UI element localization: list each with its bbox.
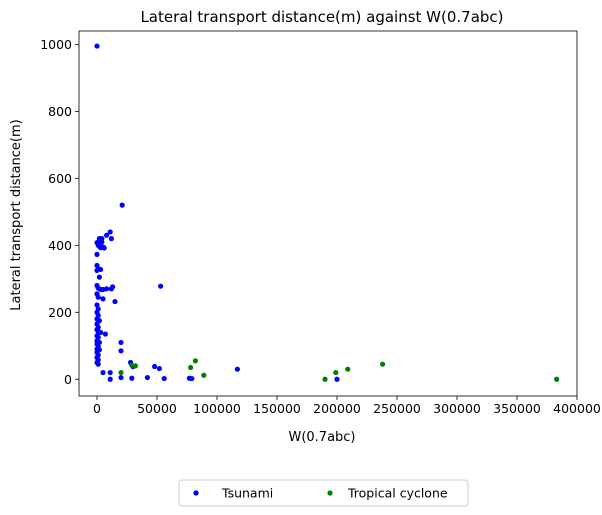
y-tick-label: 1000: [40, 37, 72, 52]
tsunami-point: [152, 363, 158, 370]
tsunami-point: [189, 375, 195, 382]
tsunami-point: [107, 229, 113, 235]
tsunami-point: [102, 331, 108, 337]
y-tick-label: 0: [64, 372, 72, 387]
x-tick-label: 150000: [253, 401, 301, 416]
tropical-cyclone-point: [345, 366, 351, 372]
legend-box: [178, 479, 469, 507]
tropical-cyclone-point: [118, 369, 124, 376]
tropical-cyclone-point: [201, 372, 207, 378]
y-tick-label: 600: [48, 171, 72, 186]
tropical-cyclone-point: [188, 364, 194, 371]
legend-label: Tropical cyclone: [347, 486, 448, 501]
y-axis-label: Lateral transport distance(m): [9, 119, 24, 310]
y-tick-label: 800: [48, 104, 72, 119]
tsunami-point: [129, 375, 135, 381]
tropical-cyclone-point: [380, 361, 386, 367]
legend-marker: [327, 490, 333, 496]
chart-title: Lateral transport distance(m) against W(…: [140, 8, 503, 26]
axes: 0 50000 100000 150000 200000 250000 300000 3500…: [40, 30, 601, 416]
plot-frame: [78, 30, 578, 397]
x-tick-label: 50000: [137, 401, 177, 416]
tsunami-point: [161, 375, 167, 382]
tsunami-point: [96, 274, 102, 280]
x-axis-label: W(0.7abc): [288, 430, 355, 445]
tsunami-point: [144, 374, 150, 381]
legend-marker: [193, 490, 199, 496]
tsunami-point: [94, 43, 100, 49]
x-tick-label: 400000: [553, 401, 601, 416]
x-tick-label: 250000: [373, 401, 421, 416]
tropical-cyclone-point: [333, 369, 339, 376]
tropical-cyclone-point: [554, 376, 560, 382]
tsunami-point: [94, 302, 100, 308]
legend-label: Tsunami: [221, 486, 273, 501]
data-points: [94, 43, 560, 382]
tsunami-point: [94, 251, 100, 257]
tsunami-point: [98, 266, 104, 273]
tropical-cyclone-point: [192, 358, 198, 364]
tsunami-point: [104, 232, 110, 238]
tsunami-point: [119, 202, 125, 208]
y-tick-label: 200: [48, 305, 72, 320]
tsunami-point: [156, 365, 162, 372]
tsunami-point: [234, 366, 240, 372]
tropical-cyclone-point: [322, 376, 328, 382]
x-tick-label: 0: [93, 401, 101, 416]
x-tick-label: 200000: [313, 401, 361, 416]
x-tick-label: 300000: [433, 401, 481, 416]
tsunami-point: [107, 376, 113, 382]
tsunami-point: [95, 294, 101, 300]
tsunami-point: [118, 348, 124, 354]
tsunami-point: [110, 284, 116, 290]
tsunami-point: [158, 283, 164, 289]
tsunami-point: [118, 374, 124, 381]
tsunami-point: [98, 329, 104, 335]
tsunami-point: [99, 239, 105, 245]
tsunami-point: [108, 236, 114, 242]
tsunami-point: [100, 369, 106, 376]
tsunami-point: [112, 298, 118, 305]
tsunami-point: [334, 376, 340, 382]
legend: Tsunami Tropical cyclone: [178, 479, 469, 507]
tsunami-point: [101, 245, 107, 251]
tropical-cyclone-point: [132, 363, 138, 369]
tsunami-point: [118, 339, 124, 346]
x-tick-label: 100000: [193, 401, 241, 416]
x-tick-label: 350000: [493, 401, 541, 416]
tsunami-point: [95, 361, 101, 367]
y-tick-label: 400: [48, 238, 72, 253]
tsunami-point: [107, 369, 113, 376]
tsunami-point: [100, 296, 106, 302]
tsunami-point: [104, 286, 110, 292]
